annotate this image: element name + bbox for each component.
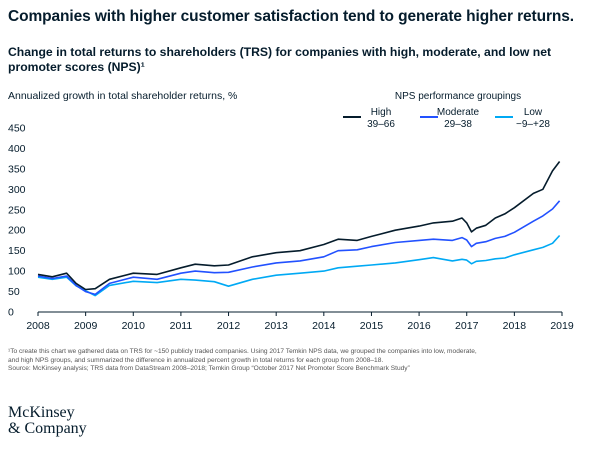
footnote-line: ¹To create this chart we gathered data o… — [8, 348, 477, 355]
y-axis: 0 50 100 150 200 250 300 350 400 450 — [8, 123, 26, 319]
legend-label-high: High — [371, 107, 392, 118]
series-lines — [37, 161, 561, 297]
line-chart: Annualized growth in total shareholder r… — [8, 90, 574, 332]
series-line-moderate — [37, 200, 561, 296]
y-tick-label: 300 — [8, 184, 26, 196]
x-tick-label: 2010 — [122, 320, 146, 332]
legend-range-high: 39–66 — [367, 119, 395, 130]
x-axis: 2008 2009 2010 2011 2012 2013 2014 2015 2016 2017… — [26, 311, 574, 332]
legend-range-moderate: 29–38 — [444, 119, 472, 130]
y-tick-label: 0 — [8, 307, 14, 319]
x-tick-label: 2011 — [170, 320, 193, 332]
footnote: ¹To create this chart we gathered data o… — [8, 348, 586, 374]
series-line-low — [37, 234, 561, 297]
source-line: Source: McKinsey analysis; TRS data from… — [8, 365, 410, 373]
series-line-high — [37, 161, 561, 291]
x-tick-label: 2019 — [550, 320, 574, 332]
mckinsey-logo: McKinsey & Company — [8, 405, 87, 437]
x-tick-label: 2013 — [265, 320, 289, 332]
legend-label-low: Low — [524, 107, 543, 118]
y-tick-label: 150 — [8, 245, 26, 257]
y-tick-label: 100 — [8, 266, 26, 278]
x-tick-label: 2014 — [312, 320, 336, 332]
logo-line: McKinsey — [8, 404, 75, 421]
y-tick-label: 50 — [8, 286, 20, 298]
x-tick-label: 2009 — [74, 320, 98, 332]
y-tick-label: 350 — [8, 163, 26, 175]
x-tick-label: 2016 — [407, 320, 431, 332]
footnote-line: and high NPS groups, and summarized the … — [8, 356, 384, 364]
chart-subtitle: Change in total returns to shareholders … — [8, 45, 552, 74]
x-tick-label: 2008 — [26, 320, 50, 332]
x-tick-label: 2018 — [503, 320, 527, 332]
y-tick-label: 250 — [8, 204, 26, 216]
y-tick-label: 200 — [8, 225, 26, 237]
x-tick-label: 2017 — [455, 320, 479, 332]
legend-range-low: −9–+28 — [516, 119, 550, 130]
y-tick-label: 450 — [8, 123, 26, 135]
x-tick-label: 2015 — [360, 320, 384, 332]
legend-title: NPS performance groupings — [395, 91, 521, 102]
y-axis-label: Annualized growth in total shareholder r… — [8, 90, 237, 102]
x-tick-label: 2012 — [217, 320, 241, 332]
legend-label-moderate: Moderate — [437, 107, 480, 118]
chart-title: Companies with higher customer satisfact… — [8, 8, 574, 25]
logo-line: & Company — [8, 420, 87, 437]
y-tick-label: 400 — [8, 143, 26, 155]
